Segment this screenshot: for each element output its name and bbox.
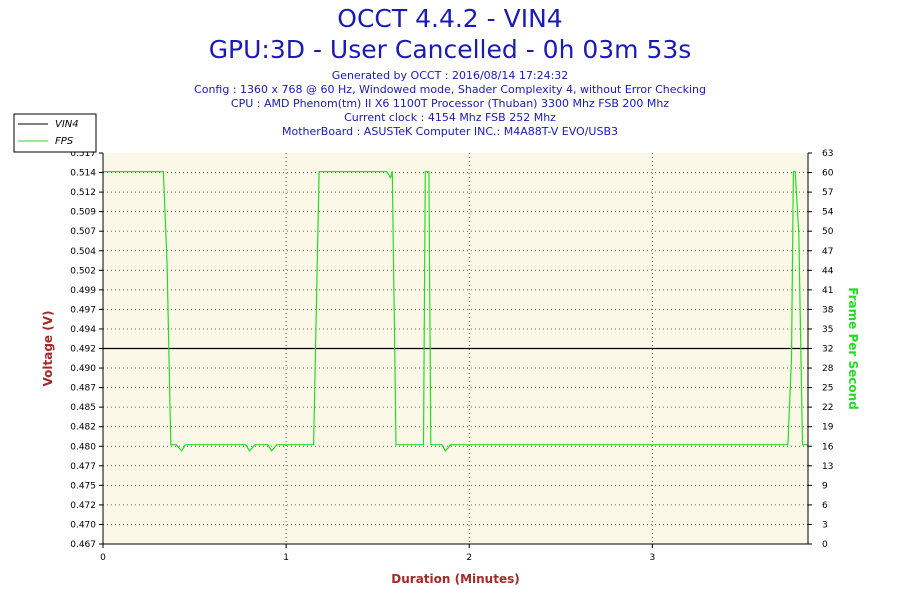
chart-subtitle: GPU:3D - User Cancelled - 0h 03m 53s (208, 35, 692, 64)
y2-tick-label: 19 (822, 423, 834, 433)
info-generated: Generated by OCCT : 2016/08/14 17:24:32 (331, 69, 569, 82)
y-tick-label: 0.509 (70, 208, 96, 218)
right-axis-title: Frame Per Second (846, 287, 860, 410)
y-tick-label: 0.485 (70, 403, 96, 413)
y2-tick-label: 32 (822, 345, 833, 355)
x-axis-title: Duration (Minutes) (391, 572, 519, 586)
x-tick-label: 3 (649, 553, 655, 563)
legend-label-fps: FPS (55, 136, 74, 147)
y2-tick-label: 6 (822, 501, 828, 511)
tick-labels: 0.467 00.470 30.472 60.475 90.477 130.480 160.… (70, 149, 833, 563)
y2-tick-label: 57 (822, 188, 833, 198)
y2-tick-label: 50 (822, 227, 834, 237)
y2-tick-label: 25 (822, 384, 833, 394)
y-tick-label: 0.487 (70, 384, 96, 394)
x-tick-label: 2 (466, 553, 472, 563)
y-tick-label: 0.504 (70, 247, 96, 257)
y-tick-label: 0.475 (70, 481, 96, 491)
legend-label-vin4: VIN4 (55, 119, 79, 130)
y2-tick-label: 60 (822, 169, 834, 179)
series-line-fps (103, 171, 808, 452)
y2-tick-label: 63 (822, 149, 833, 159)
y2-tick-label: 47 (822, 247, 833, 257)
y2-tick-label: 38 (822, 305, 834, 315)
info-config: Config : 1360 x 768 @ 60 Hz, Windowed mo… (194, 83, 706, 96)
y-tick-label: 0.512 (70, 188, 96, 198)
y-tick-label: 0.507 (70, 227, 96, 237)
y2-tick-label: 3 (822, 520, 828, 530)
y-tick-label: 0.470 (70, 520, 96, 530)
y2-tick-label: 0 (822, 540, 828, 550)
chart-title: OCCT 4.4.2 - VIN4 (337, 4, 563, 33)
y2-tick-label: 13 (822, 462, 833, 472)
y-tick-label: 0.492 (70, 345, 96, 355)
y-tick-label: 0.494 (70, 325, 96, 335)
y-tick-label: 0.514 (70, 169, 96, 179)
info-cpu: CPU : AMD Phenom(tm) II X6 1100T Process… (230, 97, 670, 110)
y-tick-label: 0.517 (70, 149, 96, 159)
y-tick-label: 0.499 (70, 286, 96, 296)
series-layer (103, 171, 808, 452)
legend-box (13, 113, 97, 153)
y2-tick-label: 41 (822, 286, 833, 296)
y-tick-label: 0.472 (70, 501, 96, 511)
y-tick-label: 0.467 (70, 540, 96, 550)
y2-tick-label: 54 (822, 208, 834, 218)
gridlines (103, 153, 808, 544)
y2-tick-label: 28 (822, 364, 834, 374)
info-current-clock: Current clock : 4154 Mhz FSB 252 Mhz (344, 111, 556, 124)
y-tick-label: 0.490 (70, 364, 96, 374)
x-tick-label: 1 (283, 553, 289, 563)
y-tick-label: 0.482 (70, 423, 96, 433)
y-tick-label: 0.497 (70, 305, 96, 315)
y-tick-label: 0.502 (70, 266, 96, 276)
y2-tick-label: 16 (822, 442, 834, 452)
info-motherboard: MotherBoard : ASUSTeK Computer INC.: M4A… (281, 125, 618, 138)
y2-tick-label: 9 (822, 481, 828, 491)
y2-tick-label: 44 (822, 266, 834, 276)
x-tick-label: 0 (100, 553, 106, 563)
y2-tick-label: 22 (822, 403, 833, 413)
legend: VIN4 FPS (13, 113, 97, 153)
y2-tick-label: 35 (822, 325, 833, 335)
axes (99, 152, 812, 548)
y-tick-label: 0.477 (70, 462, 96, 472)
y-tick-label: 0.480 (70, 442, 96, 452)
left-axis-title: Voltage (V) (41, 311, 55, 387)
